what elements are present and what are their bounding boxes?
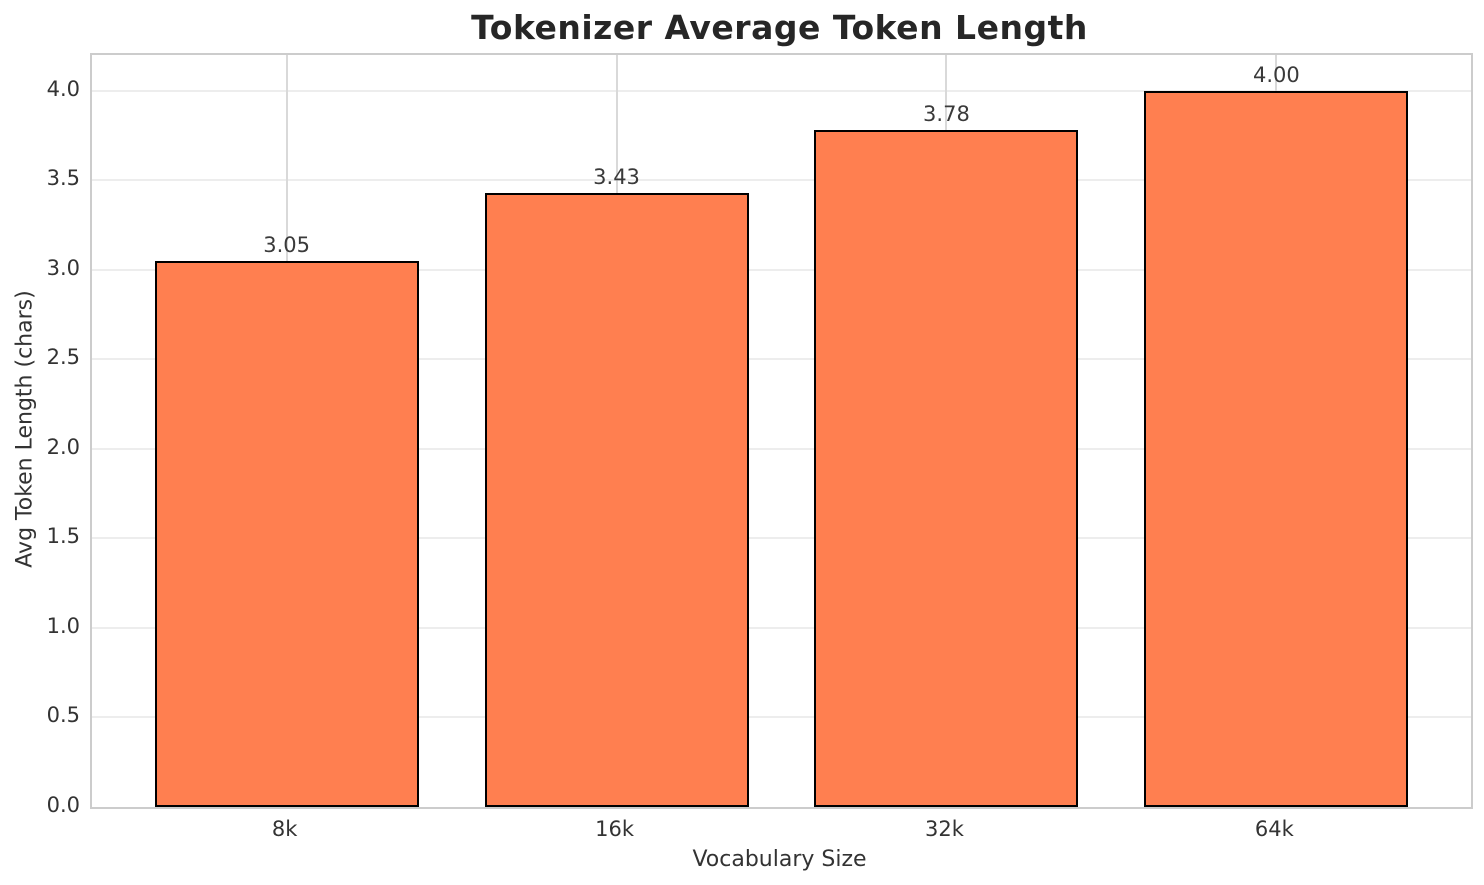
y-gridline [92, 89, 1471, 92]
y-gridline [92, 268, 1471, 271]
y-tick-label: 2.5 [46, 345, 80, 370]
y-tick-label: 4.0 [46, 76, 80, 101]
x-axis-label: Vocabulary Size [692, 847, 867, 872]
y-gridline [92, 537, 1471, 540]
bar-value-label: 3.43 [593, 164, 640, 189]
y-gridline [92, 447, 1471, 450]
bar-value-label: 4.00 [1252, 62, 1300, 87]
y-tick-label: 0.0 [46, 793, 80, 817]
bar-16k [484, 192, 749, 807]
y-tick-label: 2.0 [46, 434, 80, 459]
y-tick-label: 0.5 [46, 703, 80, 728]
y-tick-label: 3.5 [46, 166, 80, 191]
y-gridline [92, 716, 1471, 719]
y-tick-label: 3.0 [46, 255, 80, 280]
y-tick-label: 1.0 [46, 613, 80, 638]
x-tick-label-8k: 8k [271, 817, 298, 841]
x-tick-label-16k: 16k [595, 817, 634, 841]
bar-64k [1144, 90, 1409, 807]
y-tick-label: 1.5 [46, 524, 80, 549]
bar-value-label: 3.05 [263, 232, 311, 257]
y-gridline [92, 179, 1471, 182]
bar-32k [814, 130, 1079, 807]
bar-value-label: 3.78 [923, 102, 970, 127]
y-gridline [92, 358, 1471, 361]
x-tick-label-32k: 32k [924, 817, 964, 841]
y-gridline [92, 626, 1471, 629]
chart-title: Tokenizer Average Token Length [471, 8, 1088, 47]
bar-8k [154, 260, 419, 807]
plot-area: 3.05 3.43 3.78 4.00 [90, 53, 1473, 809]
x-tick-label-64k: 64k [1254, 817, 1294, 841]
